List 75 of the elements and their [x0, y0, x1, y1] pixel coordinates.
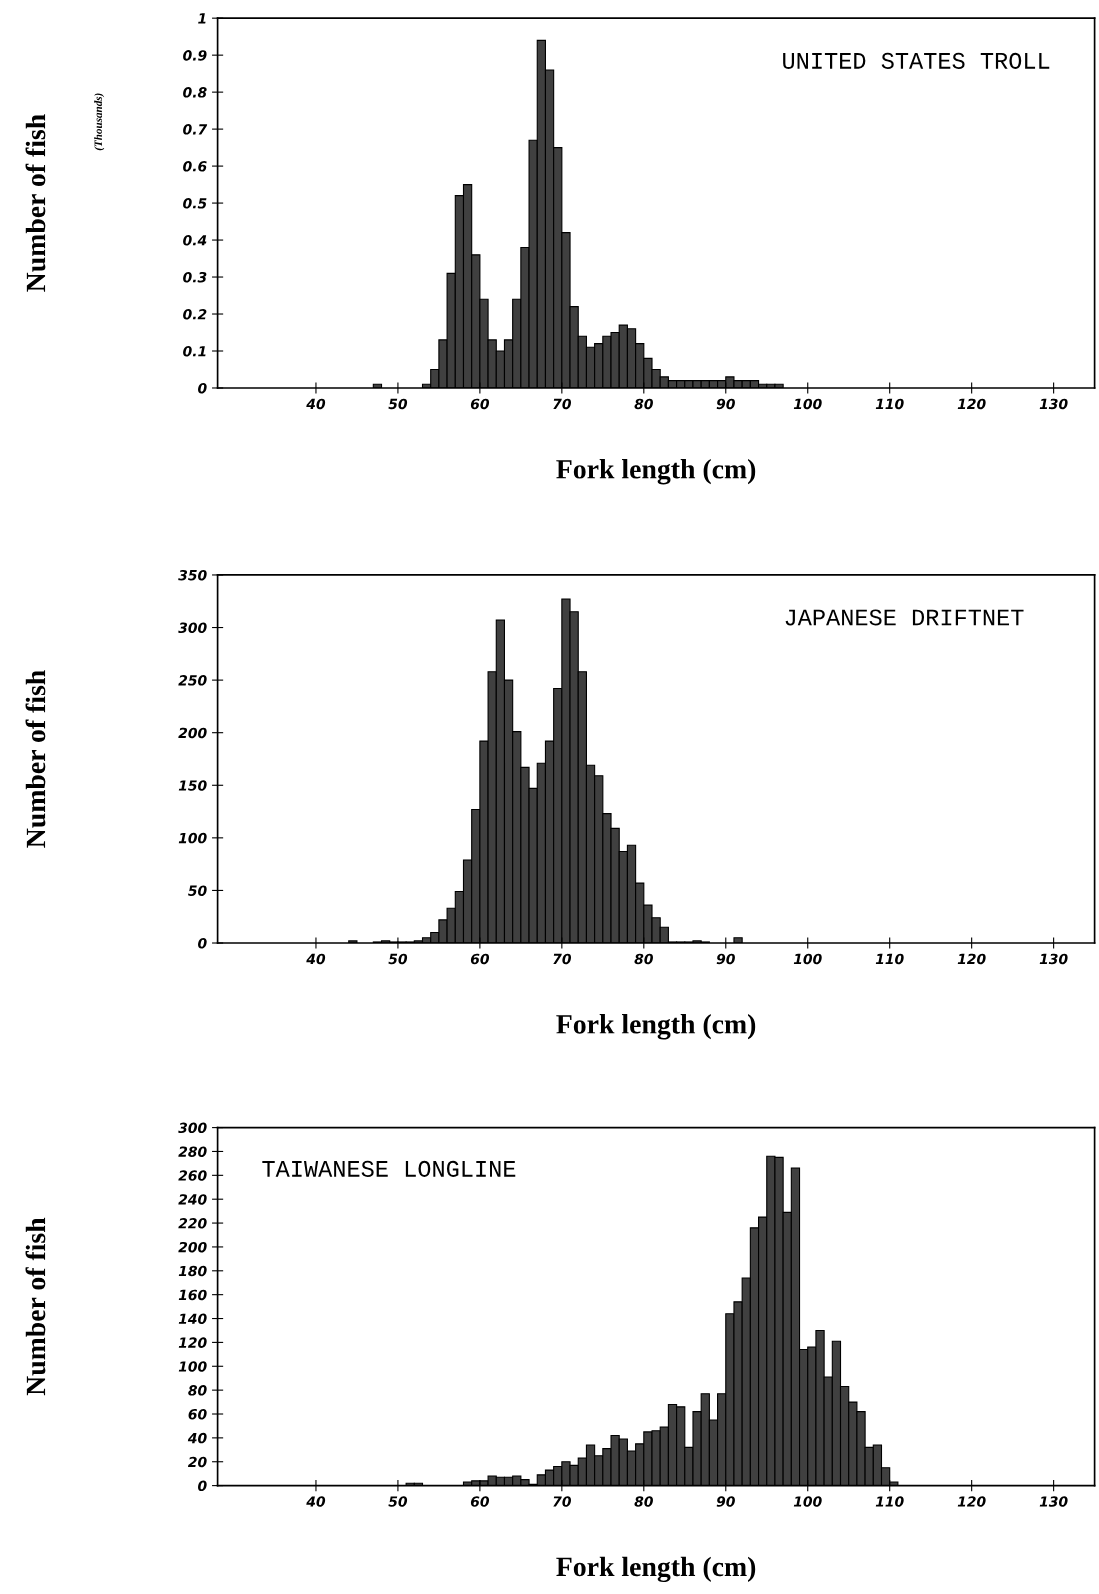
x-axis-title: Fork length (cm) — [556, 1556, 756, 1583]
text: UNITED STATES TROLL — [783, 52, 1050, 69]
y-tick-label: 120 — [178, 1337, 207, 1348]
y-tick-label: 80 — [188, 1385, 207, 1396]
x-tick-label: 120 — [957, 953, 986, 965]
x-tick-label: 70 — [553, 1496, 572, 1507]
y-tick-label: 0.6 — [183, 161, 207, 172]
x-tick-label: 60 — [470, 1496, 490, 1507]
x-axis-title: Fork length (cm) — [556, 459, 756, 485]
x-tick-label: 130 — [1039, 953, 1068, 965]
y-tick-label: 0 — [198, 1480, 207, 1492]
x-tick-label: 70 — [553, 953, 572, 965]
y-tick-label: 0 — [198, 382, 207, 394]
y-tick-label: 40 — [187, 1432, 207, 1444]
y-axis-title: Number of fish — [25, 1217, 46, 1396]
x-tick-label: 40 — [306, 1496, 326, 1507]
y-axis-title: Number of fish — [25, 114, 46, 292]
y-tick-label: 300 — [178, 1122, 207, 1134]
x-tick-label: 130 — [1039, 398, 1068, 410]
y-tick-label: 200 — [178, 1241, 207, 1253]
y-tick-label: 350 — [178, 569, 207, 581]
x-tick-label: 70 — [553, 398, 572, 410]
y-tick-label: 150 — [178, 780, 207, 791]
y-tick-label: 0.4 — [183, 235, 207, 246]
y-tick-label: 250 — [178, 675, 207, 686]
y-tick-label: 0 — [198, 937, 207, 949]
y-tick-label: 0.7 — [183, 124, 208, 135]
x-tick-label: 120 — [957, 1496, 986, 1507]
y-tick-label: 0.2 — [183, 308, 207, 320]
y-tick-label: 0.9 — [183, 50, 207, 61]
y-tick-label: 140 — [178, 1313, 207, 1325]
y-tick-label: 0.1 — [183, 345, 206, 357]
x-tick-label: 80 — [634, 953, 653, 965]
x-tick-label: 80 — [634, 1496, 653, 1507]
y-tick-label: 50 — [188, 885, 207, 896]
y-tick-label: 200 — [178, 727, 207, 739]
y-tick-label: 220 — [178, 1218, 207, 1229]
x-axis-title: Fork length (cm) — [556, 1014, 756, 1040]
x-tick-label: 50 — [388, 398, 408, 410]
x-tick-label: 100 — [793, 1496, 822, 1507]
y-tick-label: 0.5 — [183, 198, 207, 209]
text: (Thousands) — [94, 93, 105, 151]
x-tick-label: 50 — [388, 1496, 408, 1507]
y-tick-label: 100 — [178, 832, 207, 844]
x-tick-label: 100 — [793, 398, 822, 410]
y-tick-label: 0.8 — [183, 87, 207, 98]
x-tick-label: 90 — [716, 1496, 735, 1507]
y-axis-title: Number of fish — [25, 670, 46, 848]
x-tick-label: 130 — [1039, 1496, 1068, 1507]
x-tick-label: 120 — [957, 398, 986, 410]
text: JAPANESE DRIFTNET — [785, 609, 1024, 626]
x-tick-label: 60 — [470, 953, 490, 965]
y-tick-label: 160 — [178, 1289, 207, 1301]
text: TAIWANESE LONGLINE — [262, 1160, 516, 1177]
x-tick-label: 110 — [875, 953, 904, 965]
y-tick-label: 240 — [178, 1194, 207, 1205]
x-tick-label: 90 — [716, 953, 735, 965]
x-tick-label: 40 — [306, 398, 326, 410]
x-tick-label: 110 — [875, 398, 904, 410]
x-tick-label: 60 — [470, 398, 490, 410]
x-tick-label: 80 — [634, 398, 653, 410]
x-tick-label: 110 — [875, 1496, 904, 1507]
y-tick-label: 260 — [178, 1170, 207, 1181]
y-tick-label: 300 — [178, 622, 207, 634]
y-tick-label: 60 — [188, 1408, 207, 1420]
y-tick-label: 100 — [178, 1361, 207, 1372]
x-tick-label: 90 — [716, 398, 735, 410]
x-tick-label: 100 — [793, 953, 822, 965]
y-tick-label: 180 — [178, 1265, 207, 1277]
x-tick-label: 40 — [306, 953, 326, 965]
y-tick-label: 0.3 — [183, 272, 207, 283]
x-tick-label: 50 — [388, 953, 408, 965]
y-tick-label: 20 — [187, 1456, 207, 1468]
y-tick-label: 1 — [198, 13, 206, 24]
y-tick-label: 280 — [178, 1146, 207, 1157]
